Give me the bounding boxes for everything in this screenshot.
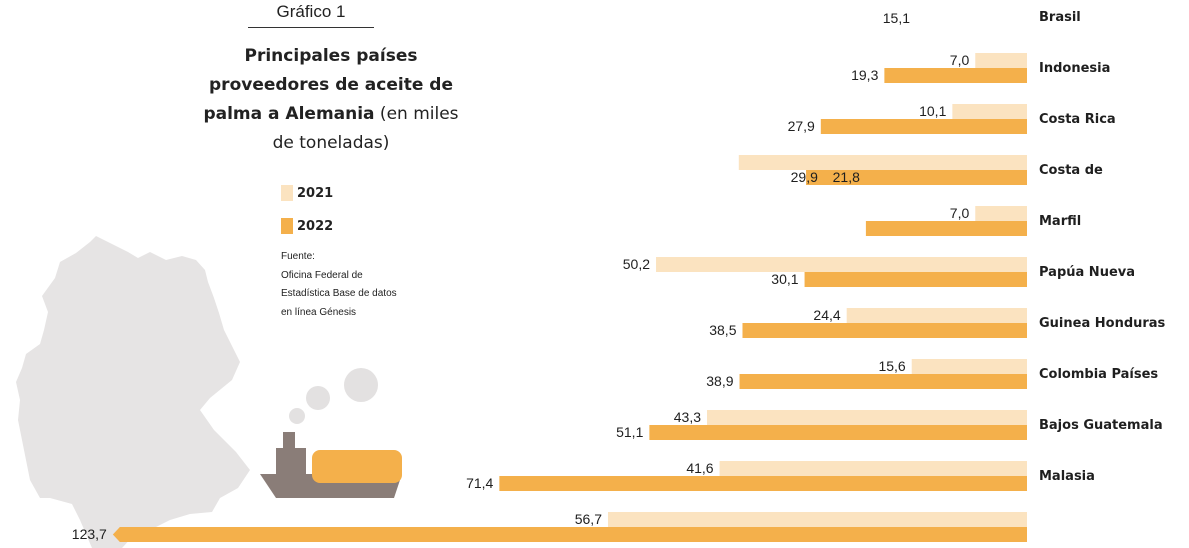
source-line: Fuente: bbox=[281, 251, 315, 262]
bar-2022-4 bbox=[865, 221, 1027, 236]
bar-2021-1 bbox=[975, 53, 1027, 68]
bar-2021-4 bbox=[975, 206, 1027, 221]
country-label-9: Malasia bbox=[1039, 469, 1095, 484]
country-label-2: Costa Rica bbox=[1039, 112, 1116, 127]
country-label-1: Indonesia bbox=[1039, 61, 1110, 76]
bar-2022-2 bbox=[820, 119, 1027, 134]
value-label-2021-4: 7,0 bbox=[950, 205, 970, 221]
bar-2021-2 bbox=[952, 104, 1027, 119]
smoke-icon bbox=[289, 408, 305, 424]
bar-2022-10 bbox=[112, 527, 1028, 542]
bar-2021-5 bbox=[656, 257, 1027, 272]
country-label-4: Marfil bbox=[1039, 214, 1081, 229]
value-label-2021-1: 7,0 bbox=[950, 52, 970, 68]
country-label-8: Bajos Guatemala bbox=[1039, 418, 1163, 433]
smoke-icon bbox=[306, 386, 330, 410]
value-label-2022-10: 123,7 bbox=[72, 526, 107, 542]
bar-group bbox=[112, 53, 1028, 542]
value-label-2022-6: 38,5 bbox=[709, 322, 736, 338]
germany-map-icon bbox=[16, 236, 250, 548]
country-label-3: Costa de bbox=[1039, 163, 1103, 178]
legend-item-2022: 2022 bbox=[281, 216, 333, 236]
title-rest: (en miles de toneladas) bbox=[272, 104, 459, 153]
title-bold: Principales países proveedores de aceite… bbox=[203, 46, 453, 124]
ship-icon bbox=[260, 432, 402, 498]
legend-swatch-2022 bbox=[281, 218, 293, 234]
source-note: Fuente: Oficina Federal de Estadística B… bbox=[281, 248, 397, 322]
value-label-2022-5: 30,1 bbox=[771, 271, 798, 287]
bar-2022-9 bbox=[499, 476, 1027, 491]
legend-item-2021: 2021 bbox=[281, 183, 333, 203]
country-labels: Brasil Indonesia Costa Rica Costa de Marfil P… bbox=[1039, 10, 1166, 484]
bar-2022-7 bbox=[739, 374, 1027, 389]
value-label-2021-0: 15,1 bbox=[883, 10, 910, 26]
source-line: Estadística Base de datos bbox=[281, 288, 397, 299]
smoke-icon bbox=[344, 368, 378, 402]
bar-2022-5 bbox=[804, 272, 1027, 287]
value-label-2022-8: 51,1 bbox=[616, 424, 643, 440]
legend-swatch-2021 bbox=[281, 185, 293, 201]
source-line: Oficina Federal de bbox=[281, 269, 363, 281]
country-label-0: Brasil bbox=[1039, 10, 1081, 25]
bar-2022-6 bbox=[742, 323, 1027, 338]
value-label-2021-8: 43,3 bbox=[674, 409, 701, 425]
country-label-5: Papúa Nueva bbox=[1039, 265, 1135, 280]
value-label-2021-10: 56,7 bbox=[575, 511, 602, 527]
illustration bbox=[16, 236, 402, 548]
legend: 2021 2022 bbox=[281, 183, 333, 249]
legend-label-2021: 2021 bbox=[297, 185, 334, 201]
value-label-2021-2: 10,1 bbox=[919, 103, 946, 119]
value-label-2021-6: 24,4 bbox=[813, 307, 840, 323]
value-label-2022-1: 19,3 bbox=[851, 67, 878, 83]
bar-2021-6 bbox=[846, 308, 1027, 323]
bar-2021-7 bbox=[911, 359, 1027, 374]
value-labels: 15,1 7,0 19,3 10,1 27,9 29,9 7,0 21,8 50,2 30,1 24… bbox=[72, 10, 970, 542]
bar-2021-8 bbox=[707, 410, 1027, 425]
chart-title: Principales países proveedores de aceite… bbox=[196, 42, 466, 158]
bar-2021-3 bbox=[738, 155, 1027, 170]
value-label-2022-9: 71,4 bbox=[466, 475, 493, 491]
value-label-2022-4: 21,8 bbox=[833, 169, 860, 185]
bar-2021-10 bbox=[607, 512, 1027, 527]
value-label-2021-5: 50,2 bbox=[623, 256, 650, 272]
value-label-2022-7: 38,9 bbox=[706, 373, 733, 389]
bar-2022-3 bbox=[806, 170, 1027, 185]
value-label-2021-7: 15,6 bbox=[878, 358, 905, 374]
figure-label: Gráfico 1 bbox=[248, 2, 374, 28]
bar-2022-1 bbox=[884, 68, 1027, 83]
bar-2021-9 bbox=[719, 461, 1027, 476]
country-label-6: Guinea Honduras bbox=[1039, 316, 1166, 331]
value-label-2022-2: 27,9 bbox=[788, 118, 815, 134]
legend-label-2022: 2022 bbox=[297, 218, 334, 234]
source-line: en línea Génesis bbox=[281, 306, 357, 318]
bar-2022-8 bbox=[649, 425, 1027, 440]
value-label-2021-9: 41,6 bbox=[686, 460, 713, 476]
value-label-2022-3: 29,9 bbox=[791, 169, 818, 185]
country-label-7: Colombia Países bbox=[1039, 367, 1158, 382]
